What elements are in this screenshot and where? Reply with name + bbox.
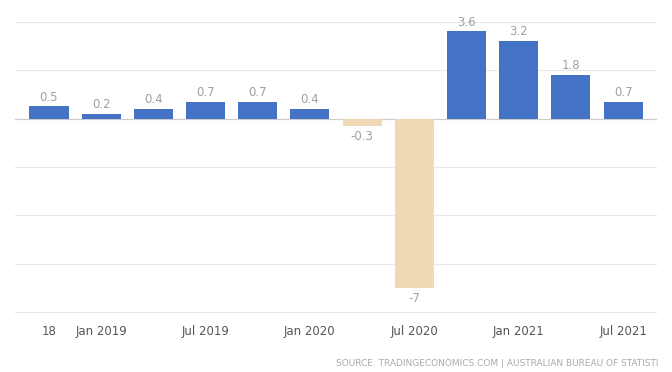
Bar: [81, 114, 121, 119]
Bar: [186, 102, 225, 119]
Text: 0.7: 0.7: [196, 86, 215, 99]
Text: SOURCE: TRADINGECONOMICS.COM | AUSTRALIAN BUREAU OF STATISTI: SOURCE: TRADINGECONOMICS.COM | AUSTRALIA…: [336, 359, 659, 368]
Bar: [551, 75, 591, 119]
Text: 0.7: 0.7: [614, 86, 632, 99]
Bar: [394, 119, 434, 288]
Text: 1.8: 1.8: [562, 59, 580, 72]
Bar: [134, 109, 173, 119]
Text: -7: -7: [409, 292, 420, 305]
Text: 3.2: 3.2: [509, 25, 528, 38]
Bar: [290, 109, 329, 119]
Text: 0.2: 0.2: [92, 98, 110, 111]
Bar: [447, 32, 486, 119]
Text: 0.5: 0.5: [40, 90, 58, 103]
Text: -0.3: -0.3: [351, 130, 374, 143]
Bar: [30, 106, 69, 119]
Bar: [499, 41, 538, 119]
Text: 3.6: 3.6: [457, 16, 476, 29]
Text: 0.7: 0.7: [249, 86, 267, 99]
Text: 0.4: 0.4: [144, 93, 163, 106]
Bar: [238, 102, 278, 119]
Bar: [603, 102, 642, 119]
Bar: [343, 119, 382, 126]
Text: 0.4: 0.4: [300, 93, 319, 106]
